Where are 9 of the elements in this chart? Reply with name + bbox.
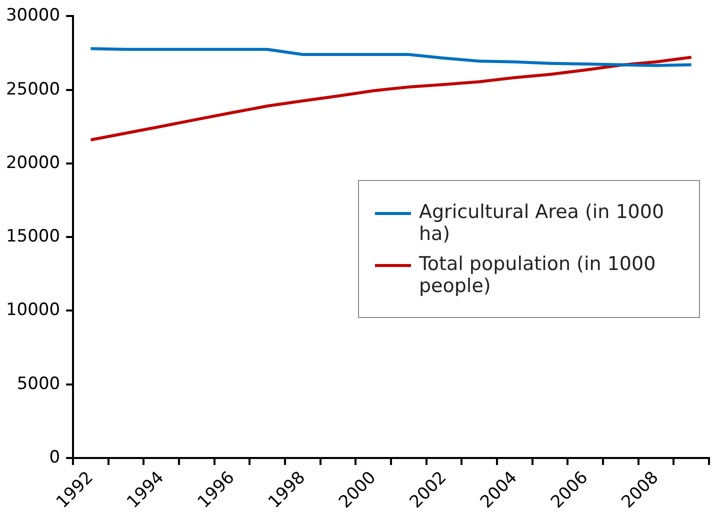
y-tick-label: 25000 bbox=[6, 79, 60, 100]
legend-label: Agricultural Area (in 1000 ha) bbox=[419, 201, 666, 245]
y-tick-label: 20000 bbox=[6, 152, 60, 173]
y-tick-label: 10000 bbox=[6, 300, 60, 320]
y-tick-label: 0 bbox=[49, 447, 60, 468]
y-tick-label: 15000 bbox=[6, 226, 60, 247]
y-tick-label: 30000 bbox=[6, 6, 60, 26]
legend-label: Total population (in 1000 people) bbox=[419, 253, 657, 297]
y-tick-label: 5000 bbox=[16, 374, 60, 394]
